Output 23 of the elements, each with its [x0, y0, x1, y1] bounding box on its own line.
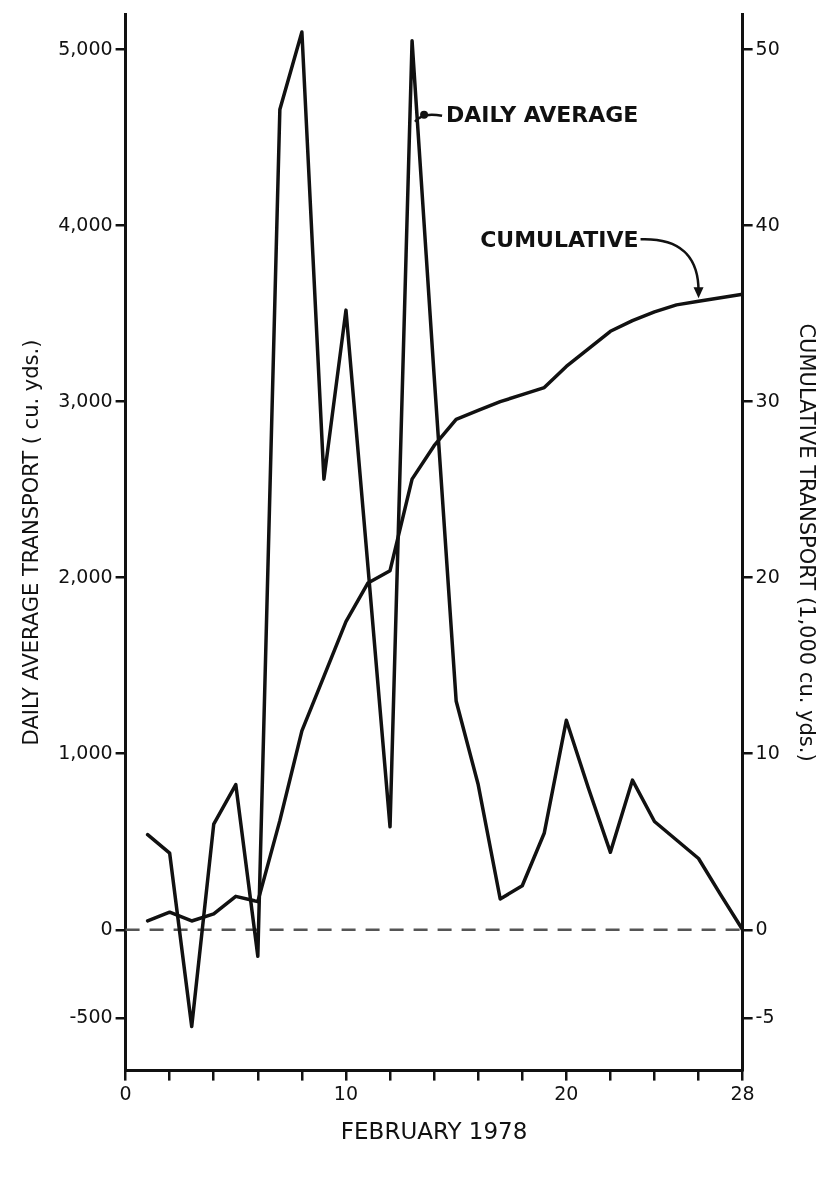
y2-tick-label: 10	[755, 740, 780, 763]
y-axis-title: DAILY AVERAGE TRANSPORT ( cu. yds.)	[19, 339, 44, 746]
y2-tick-label: -5	[755, 1004, 775, 1027]
text: CUMULATIVE	[480, 227, 639, 253]
y2-tick-label: 30	[755, 388, 780, 411]
legend-label: DAILY AVERAGE	[446, 101, 639, 127]
x-tick-label: 10	[333, 1081, 359, 1104]
y-tick-label: -500	[69, 1004, 113, 1027]
x-tick-label: 20	[554, 1081, 579, 1104]
y-tick-label: 4,000	[58, 212, 113, 235]
y-tick-label: 3,000	[58, 388, 113, 411]
y-tick-label: 2,000	[58, 564, 113, 587]
y2-tick-label: 40	[755, 212, 780, 235]
y-tick-label: 1,000	[58, 740, 113, 763]
x-tick-label: 0	[119, 1081, 132, 1104]
y-tick-label: 0	[100, 916, 113, 939]
y2-tick-label: 20	[755, 564, 780, 587]
x-tick-label: 28	[730, 1081, 755, 1104]
y2-tick-label: 50	[755, 36, 780, 59]
y2-axis-title: CUMULATIVE TRANSPORT (1,000 cu. yds.)	[794, 323, 819, 762]
y2-tick-label: 0	[755, 916, 768, 939]
x-axis-title: FEBRUARY 1978	[340, 1118, 528, 1145]
y-tick-label: 5,000	[58, 36, 113, 59]
